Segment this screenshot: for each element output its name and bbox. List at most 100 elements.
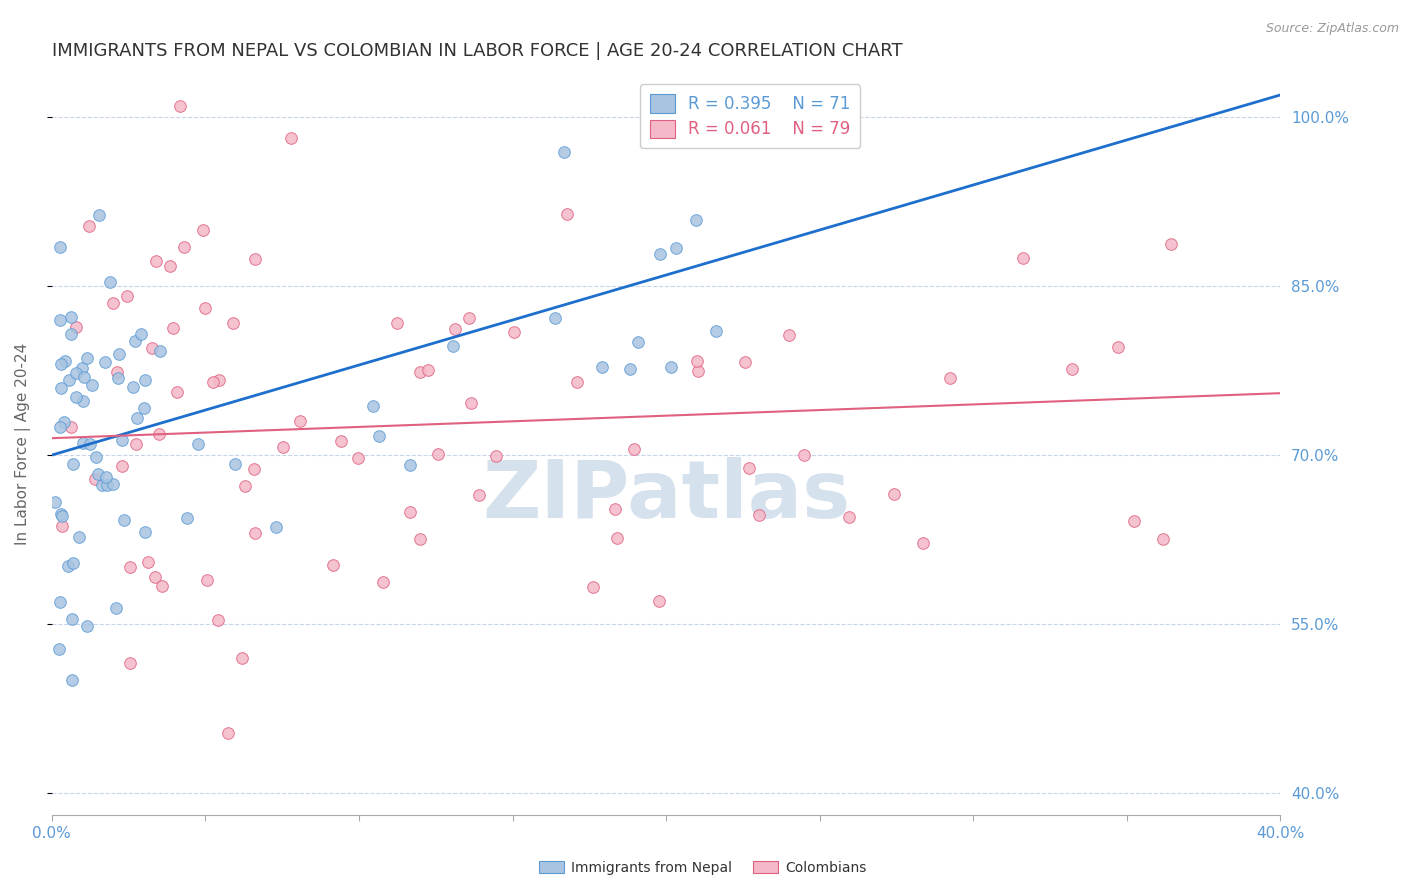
Point [222, 316, 245, 330]
Point [62, 556, 84, 570]
Point [49, 381, 72, 395]
Point [194, 301, 217, 315]
Point [243, 525, 266, 540]
Point [115, 289, 138, 303]
Point [65, 366, 87, 380]
Point [243, 252, 266, 267]
Point [120, 657, 142, 671]
Point [553, 145, 575, 159]
Point [87, 208, 110, 222]
Point [778, 328, 800, 343]
Point [131, 327, 153, 342]
Point [60, 612, 83, 626]
Point [231, 651, 253, 665]
Point [329, 434, 352, 448]
Point [1152, 532, 1174, 546]
Point [606, 532, 628, 546]
Point [648, 246, 671, 260]
Point [62, 457, 84, 471]
Point [125, 437, 148, 451]
Point [443, 321, 465, 335]
Point [132, 401, 155, 415]
Point [346, 450, 368, 465]
Point [143, 570, 166, 584]
Point [1060, 362, 1083, 376]
Point [603, 501, 626, 516]
Point [322, 558, 344, 572]
Point [105, 600, 128, 615]
Point [77, 219, 100, 234]
Point [544, 310, 567, 325]
Point [72, 393, 94, 408]
Point [60, 310, 83, 325]
Point [166, 385, 188, 400]
Point [207, 613, 229, 627]
Point [1107, 341, 1129, 355]
Point [49, 313, 72, 327]
Point [685, 212, 707, 227]
Point [1011, 252, 1033, 266]
Point [65, 390, 87, 404]
Point [173, 240, 195, 254]
Point [94, 470, 117, 484]
Point [503, 325, 526, 339]
Point [49, 239, 72, 253]
Point [101, 295, 124, 310]
Point [458, 311, 481, 326]
Point [686, 364, 709, 378]
Point [460, 396, 482, 410]
Point [485, 449, 508, 463]
Point [195, 573, 218, 587]
Point [793, 448, 815, 462]
Point [72, 370, 94, 384]
Point [734, 355, 756, 369]
Point [51, 357, 73, 371]
Point [159, 259, 181, 273]
Point [582, 580, 605, 594]
Point [271, 440, 294, 454]
Point [112, 513, 135, 527]
Point [58, 373, 80, 387]
Point [145, 253, 167, 268]
Point [107, 347, 129, 361]
Text: IMMIGRANTS FROM NEPAL VS COLOMBIAN IN LABOR FORCE | AGE 20-24 CORRELATION CHART: IMMIGRANTS FROM NEPAL VS COLOMBIAN IN LA… [52, 42, 903, 60]
Point [912, 536, 935, 550]
Point [659, 359, 682, 374]
Point [648, 594, 671, 608]
Point [49, 594, 72, 608]
Point [555, 206, 578, 220]
Point [371, 574, 394, 589]
Point [627, 335, 650, 350]
Point [76, 351, 98, 365]
Point [427, 447, 450, 461]
Point [84, 472, 107, 486]
Point [107, 371, 129, 385]
Point [125, 410, 148, 425]
Point [136, 555, 159, 569]
Point [56, 559, 79, 574]
Point [217, 726, 239, 740]
Point [79, 437, 101, 451]
Point [67, 530, 90, 544]
Point [148, 426, 170, 441]
Point [51, 519, 73, 533]
Point [162, 321, 184, 335]
Point [938, 371, 960, 385]
Point [91, 478, 114, 492]
Point [361, 399, 384, 413]
Point [53, 354, 76, 368]
Point [243, 462, 266, 476]
Point [367, 429, 389, 443]
Point [738, 461, 761, 475]
Point [441, 339, 464, 353]
Text: ZIPatlas: ZIPatlas [482, 457, 851, 535]
Point [122, 380, 145, 394]
Point [70, 361, 93, 376]
Point [1160, 237, 1182, 252]
Point [288, 414, 311, 428]
Point [141, 341, 163, 355]
Point [59, 419, 82, 434]
Point [409, 365, 432, 379]
Legend: R = 0.395    N = 71, R = 0.061    N = 79: R = 0.395 N = 71, R = 0.061 N = 79 [640, 85, 860, 148]
Point [176, 510, 198, 524]
